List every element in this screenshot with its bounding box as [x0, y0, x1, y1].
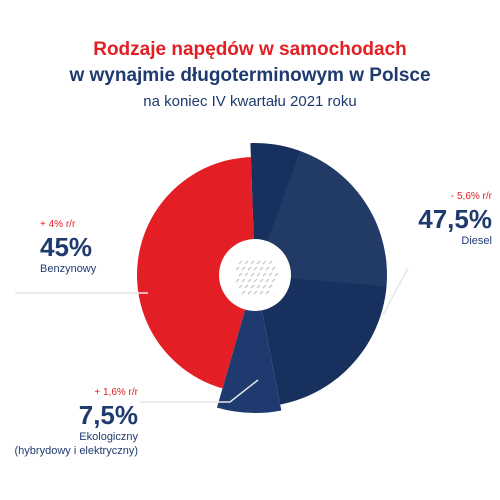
- hatch-mark: [241, 266, 246, 271]
- hatch-mark: [265, 278, 270, 283]
- hatch-mark: [262, 284, 267, 289]
- hatch-mark: [268, 284, 273, 289]
- hatch-mark: [253, 266, 258, 271]
- hatch-mark: [265, 290, 270, 295]
- ekologiczny-change: + 1,6% r/r: [94, 387, 138, 398]
- pie-center-hole: [219, 239, 291, 311]
- hatch-mark: [256, 272, 261, 277]
- leader-lines: [15, 267, 409, 403]
- hatch-mark: [256, 284, 261, 289]
- hatch-mark: [253, 290, 258, 295]
- hatch-mark: [265, 266, 270, 271]
- ekologiczny-percent: 7,5%: [78, 400, 138, 430]
- label-benzynowy: + 4% r/r 45% Benzynowy: [40, 218, 96, 276]
- ekologiczny-name-line1: Ekologiczny: [79, 431, 138, 443]
- hatch-mark: [244, 272, 249, 277]
- hatch-mark: [244, 284, 249, 289]
- hatch-mark: [235, 266, 240, 271]
- hatch-mark: [250, 284, 255, 289]
- hatch-mark: [250, 272, 255, 277]
- hatch-mark: [238, 260, 243, 265]
- pie-slice-ekologiczny: [216, 275, 282, 413]
- benzynowy-change: + 4% r/r: [40, 219, 76, 230]
- hatch-mark: [244, 260, 249, 265]
- hatch-mark: [259, 290, 264, 295]
- hatch-mark: [259, 266, 264, 271]
- diesel-slice-sheen: [255, 150, 387, 287]
- hatch-mark: [235, 278, 240, 283]
- hatch-mark: [241, 278, 246, 283]
- hatch-mark: [271, 278, 276, 283]
- hatch-mark: [247, 278, 252, 283]
- hatch-mark: [253, 278, 258, 283]
- hatch-mark: [271, 266, 276, 271]
- hatch-mark: [241, 290, 246, 295]
- hatch-mark: [268, 272, 273, 277]
- hatch-mark: [238, 272, 243, 277]
- hatch-mark: [238, 284, 243, 289]
- pie-slice-diesel: [250, 143, 388, 405]
- hatch-mark: [262, 272, 267, 277]
- label-ekologiczny: + 1,6% r/r 7,5% Ekologiczny (hybrydowy i…: [0, 386, 138, 458]
- hatch-mark: [259, 278, 264, 283]
- hatch-mark: [247, 290, 252, 295]
- hatch-mark: [274, 272, 279, 277]
- center-hatch-pattern: [235, 260, 279, 295]
- chart-title-line2: w wynajmie długoterminowym w Polsce: [69, 65, 431, 86]
- chart-subtitle: na koniec IV kwartału 2021 roku: [143, 93, 357, 110]
- diesel-change: - 5,6% r/r: [450, 191, 492, 202]
- pie-slice-benzynowy: [136, 157, 255, 389]
- chart-title-line1: Rodzaje napędów w samochodach: [93, 39, 407, 60]
- benzynowy-percent: 45%: [40, 232, 93, 262]
- pie-slices: [136, 143, 388, 413]
- label-diesel: - 5,6% r/r 47,5% Diesel: [392, 190, 492, 248]
- leader-diesel: [382, 267, 409, 316]
- hatch-mark: [256, 260, 261, 265]
- hatch-mark: [268, 260, 273, 265]
- benzynowy-name: Benzynowy: [40, 263, 97, 275]
- ekologiczny-name-line2: (hybrydowy i elektryczny): [14, 445, 138, 457]
- diesel-percent: 47,5%: [418, 204, 492, 234]
- diesel-name: Diesel: [461, 235, 492, 247]
- hatch-mark: [247, 266, 252, 271]
- hatch-mark: [262, 260, 267, 265]
- hatch-mark: [250, 260, 255, 265]
- leader-ekologiczny: [140, 379, 259, 403]
